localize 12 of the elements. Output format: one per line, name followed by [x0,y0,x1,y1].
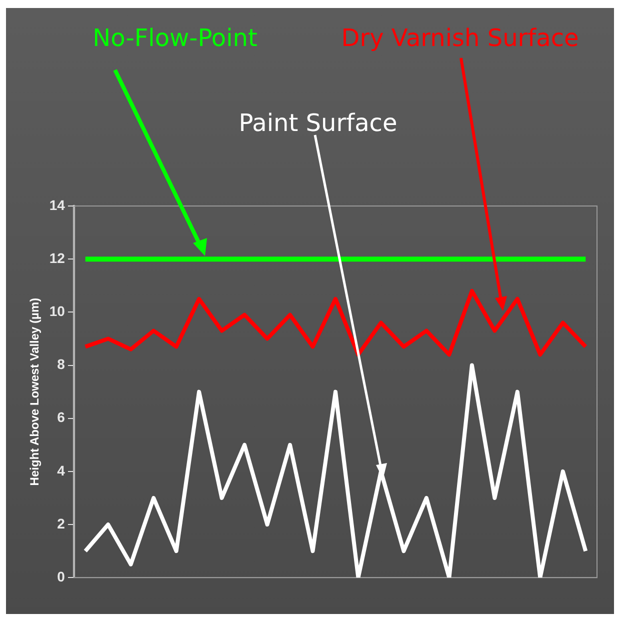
y-tick-label: 14 [49,196,66,213]
y-axis-title: Height Above Lowest Valley (µm) [28,298,42,486]
y-tick-label: 6 [57,409,66,426]
text: Dry Varnish Surface [341,24,579,52]
y-tick-label: 8 [57,356,66,372]
text: Paint Surface [238,109,398,138]
text: No-Flow-Point [92,24,258,52]
y-tick-label: 12 [49,250,66,266]
y-tick-label: 2 [57,515,66,532]
y-tick-label: 0 [57,568,66,584]
y-tick-label: 10 [49,303,66,320]
y-tick-label: 4 [57,462,66,478]
